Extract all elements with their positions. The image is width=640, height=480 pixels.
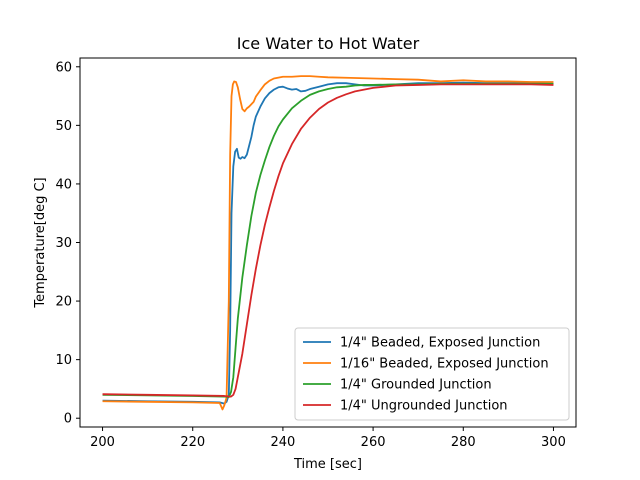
y-axis: 0 10 20 30 40 50 60 [55, 60, 80, 427]
legend-entry: 1/16" Beaded, Exposed Junction [340, 357, 549, 372]
chart-title: Ice Water to Hot Water [237, 34, 420, 53]
y-axis-label: Temperature[deg C] [33, 177, 48, 308]
x-tick-label: 300 [541, 435, 566, 450]
y-tick-label: 60 [55, 60, 72, 75]
y-tick-label: 40 [55, 177, 72, 192]
legend-box [294, 327, 570, 421]
x-tick-label: 220 [180, 435, 205, 450]
legend-entry: 1/4" Grounded Junction [340, 378, 492, 393]
y-tick-label: 30 [55, 236, 72, 251]
x-tick-label: 240 [270, 435, 295, 450]
series-layer [102, 75, 554, 411]
y-tick-label: 0 [64, 412, 72, 427]
series-line-1-4-ungrounded-junction [102, 83, 554, 398]
x-tick-label: 260 [361, 435, 386, 450]
y-tick-label: 50 [55, 119, 72, 134]
series-line-1-16-beaded-exposed-junction [102, 75, 554, 411]
legend-entry: 1/4" Beaded, Exposed Junction [340, 336, 540, 351]
y-tick-label: 20 [55, 295, 72, 310]
y-tick-label: 10 [55, 353, 72, 368]
x-axis-label: Time [sec] [293, 457, 362, 472]
legend: 1/4" Beaded, Exposed Junction 1/16" Beade… [294, 327, 570, 421]
x-tick-label: 280 [451, 435, 476, 450]
x-tick-label: 200 [90, 435, 115, 450]
legend-entry: 1/4" Ungrounded Junction [340, 399, 508, 414]
x-axis: 200 220 240 260 280 300 [90, 427, 566, 450]
